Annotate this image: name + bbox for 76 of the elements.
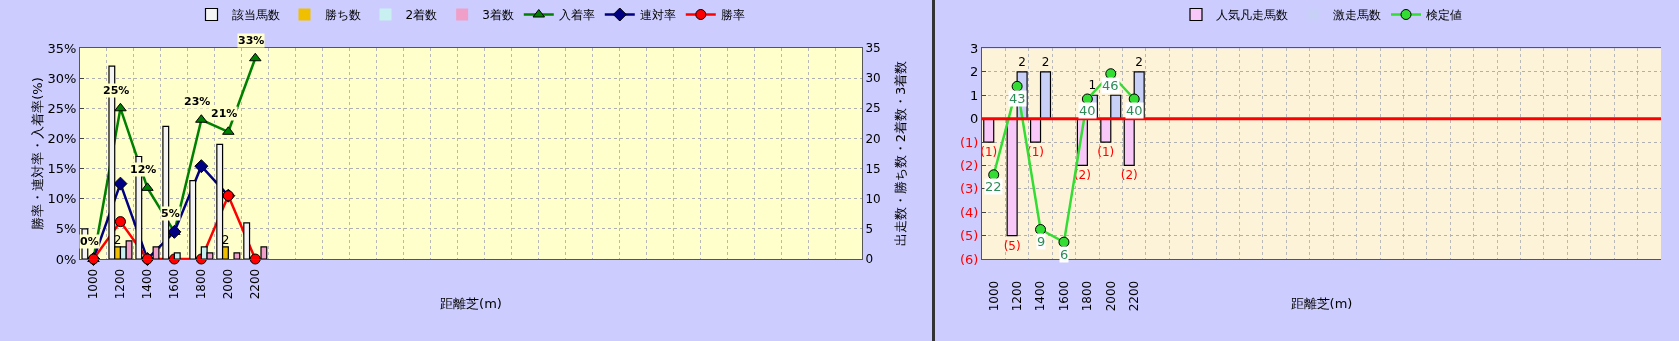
data-label: 43 [1009, 91, 1026, 106]
x-tick-label: 1200 [113, 268, 128, 300]
y-tick-label: 3 [970, 41, 979, 56]
data-label: 40 [1126, 103, 1143, 118]
y2-tick-label: 25 [865, 101, 881, 116]
legend-label: 検定値 [1426, 8, 1462, 23]
y-tick-label: (5) [959, 228, 979, 244]
data-label: 25% [103, 84, 130, 97]
x-tick-label: 1400 [1033, 280, 1048, 312]
x-tick-label: 1000 [986, 280, 1001, 312]
y-axis-title: 勝率・連対率・入着率(%) [30, 77, 46, 230]
y2-tick-label: 20 [865, 131, 881, 146]
x-tick-label: 1800 [194, 268, 209, 300]
data-label: 21% [211, 107, 238, 120]
legend-label: 2着数 [405, 8, 438, 23]
y-tick-label: (6) [959, 251, 979, 267]
y-tick-label: 5% [55, 221, 77, 237]
y2-tick-label: 5 [865, 222, 874, 237]
legend-label: 3着数 [482, 8, 514, 23]
y-tick-label: 0% [55, 251, 77, 267]
data-label: 40 [1079, 103, 1096, 118]
data-label: 22 [985, 179, 1002, 194]
data-label: 2 [221, 232, 230, 247]
data-label: 33% [238, 34, 265, 47]
legend-label: 激走馬数 [1333, 8, 1381, 23]
y2-tick-label: 35 [865, 41, 881, 56]
legend-label: 勝率 [720, 8, 745, 23]
x-tick-label: 1800 [1080, 280, 1095, 312]
data-label: 46 [1102, 78, 1119, 93]
y-tick-label: (4) [959, 204, 979, 220]
y2-tick-label: 0 [865, 252, 874, 267]
y-tick-label: (1) [959, 134, 979, 150]
data-label: 2 [1041, 54, 1050, 69]
data-label: (1) [1097, 145, 1115, 160]
legend-label: 連対率 [639, 8, 676, 23]
x-tick-label: 1000 [86, 268, 101, 300]
data-label: 6 [1060, 247, 1069, 262]
y2-axis-title: 出走数・勝ち数・2着数・3着数 [892, 60, 908, 247]
legend-label: 勝ち数 [324, 8, 361, 23]
y2-tick-label: 30 [865, 71, 881, 86]
data-label: 2 [1135, 54, 1143, 69]
x-tick-label: 1600 [167, 268, 182, 300]
x-tick-label: 1200 [1010, 280, 1025, 312]
x-tick-label: 2000 [1103, 280, 1118, 312]
y-tick-label: (3) [959, 181, 979, 197]
x-axis-title: 距離芝(m) [1290, 296, 1353, 311]
y-tick-label: 10% [47, 191, 77, 207]
legend-label: 該当馬数 [231, 8, 280, 23]
y-tick-label: 30% [47, 70, 77, 86]
data-label: 1 [1088, 78, 1097, 93]
data-label: 5% [161, 207, 180, 220]
data-label: 23% [184, 95, 211, 108]
data-label: 2 [1018, 54, 1026, 69]
legend-label: 人気凡走馬数 [1216, 8, 1288, 23]
y-tick-label: 35% [47, 40, 77, 56]
data-label: (2) [1120, 168, 1138, 183]
x-tick-label: 2200 [1127, 280, 1142, 312]
y-tick-label: 1 [970, 87, 979, 103]
y2-tick-label: 10 [865, 191, 881, 206]
y-tick-label: (2) [959, 157, 979, 173]
y2-tick-label: 15 [865, 161, 881, 176]
data-label: (5) [1003, 238, 1021, 253]
x-tick-label: 2200 [248, 268, 263, 300]
x-axis-title: 距離芝(m) [440, 296, 502, 311]
legend-label: 入着率 [558, 8, 595, 23]
y-tick-label: 0 [970, 111, 979, 127]
x-tick-label: 1400 [140, 268, 155, 300]
y-tick-label: 15% [47, 161, 77, 177]
y-tick-label: 20% [47, 130, 77, 146]
x-tick-label: 2000 [221, 268, 236, 300]
y-tick-label: 2 [970, 64, 979, 80]
data-label: 12% [130, 163, 157, 176]
y-tick-label: 25% [47, 100, 77, 116]
data-label: 0% [80, 235, 99, 248]
x-tick-label: 1600 [1056, 280, 1071, 312]
data-label: 9 [1037, 234, 1046, 249]
